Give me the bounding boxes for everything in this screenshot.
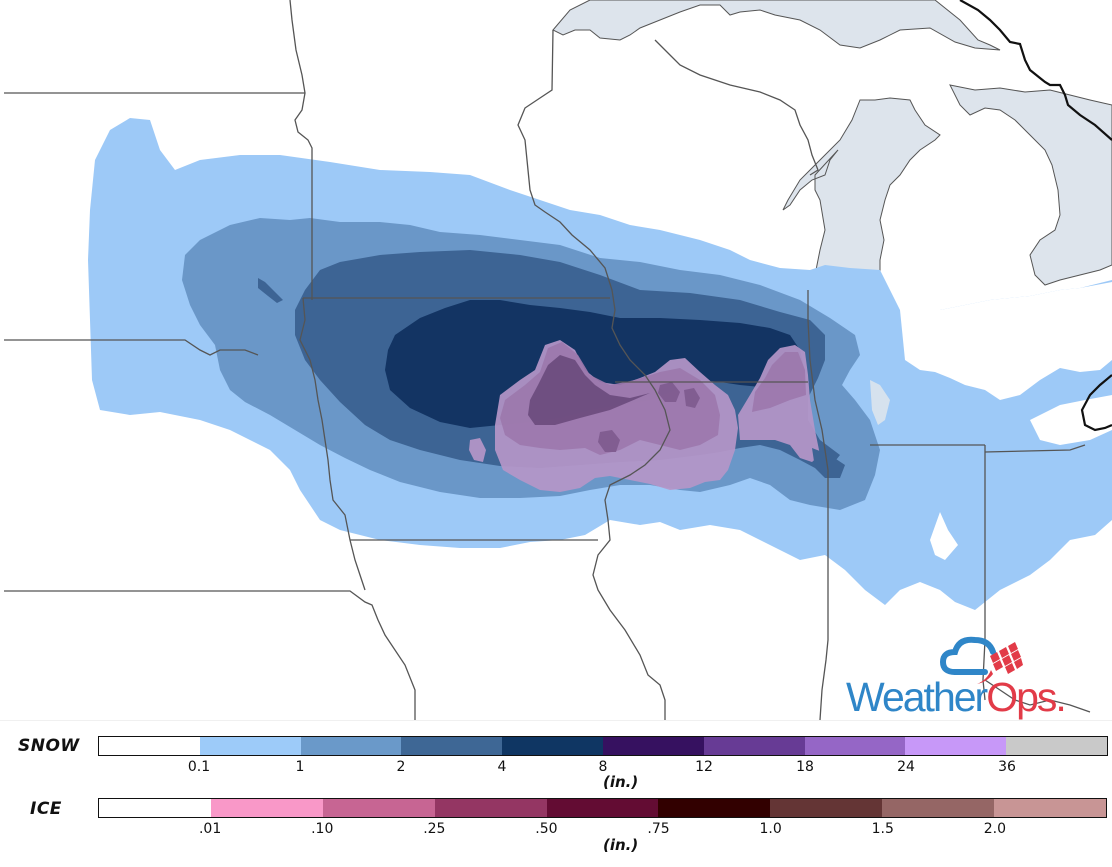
ice-tick-label: 1.5	[871, 821, 894, 837]
ice-swatch	[210, 799, 323, 817]
snow-swatch	[703, 737, 805, 755]
snow-swatch	[1006, 737, 1107, 755]
us-canada-border-east	[1080, 374, 1112, 432]
snow-contour-4	[385, 300, 805, 428]
ice-swatch	[994, 799, 1106, 817]
snow-colorbar	[98, 736, 1108, 756]
ice-tick-label: .75	[647, 821, 670, 837]
lake-huron	[949, 84, 1112, 286]
snow-swatch	[401, 737, 503, 755]
snow-tick-label: 18	[796, 759, 814, 775]
precipitation-map	[4, 0, 1112, 720]
logo-wordmark: WeatherOps.	[846, 674, 1067, 721]
snow-tick-label: 8	[598, 759, 608, 775]
ice-swatch	[882, 799, 994, 817]
snow-swatch	[199, 737, 301, 755]
snow-gap-indiana	[930, 512, 958, 560]
snow-contour-2-island	[258, 278, 283, 303]
snow-gap-east2	[1030, 395, 1112, 445]
logo-ops-text: Ops	[986, 674, 1057, 720]
ice-blob-west	[469, 438, 486, 462]
ice-swatch	[99, 799, 211, 817]
cloud-icon	[939, 636, 1023, 684]
snow-swatch	[602, 737, 704, 755]
snow-swatch	[905, 737, 1007, 755]
ice-legend-title: ICE	[30, 799, 62, 819]
snow-tick-label: 24	[897, 759, 915, 775]
snow-swatch	[804, 737, 906, 755]
snow-tick-label: 0.1	[187, 759, 211, 775]
snow-tick-label: 2	[396, 759, 406, 775]
snow-swatch	[502, 737, 603, 755]
us-canada-border	[959, 0, 1112, 141]
lake-superior	[552, 0, 1001, 51]
weatherops-logo: WeatherOps.	[840, 632, 1112, 728]
ice-tick-label: 2.0	[983, 821, 1007, 837]
ice-colorbar	[98, 798, 1107, 818]
ice-swatch	[434, 799, 547, 817]
snow-unit-label: (in.)	[603, 773, 639, 791]
legend-area: SNOW 0.1 1 2 4 8 12 18 24 36 (in.) ICE .01.10.25…	[0, 720, 1112, 867]
snow-tick-label: 4	[497, 759, 507, 775]
ice-tick-label: .50	[535, 821, 558, 837]
lake-michigan-south	[870, 380, 890, 425]
snow-contour-2-chicago	[812, 448, 845, 478]
logo-weather-text: Weather	[846, 674, 988, 720]
ice-spot-3	[684, 388, 700, 408]
ice-swatch	[770, 799, 883, 817]
ice-swatch	[546, 799, 659, 817]
ice-spot-2	[658, 382, 680, 402]
ice-tick-label: .10	[311, 821, 334, 837]
ice-tick-label: .25	[423, 821, 446, 837]
ice-spot-1	[598, 430, 620, 452]
logo-suffix-text: .	[1055, 674, 1066, 720]
ice-unit-label: (in.)	[603, 836, 639, 854]
snow-tick-label: 12	[695, 759, 713, 775]
snow-tick-label: 36	[998, 759, 1016, 775]
ice-tick-label: 1.0	[759, 821, 782, 837]
state-borders	[4, 0, 1091, 720]
ice-overlay-dark	[528, 355, 650, 425]
snow-swatch	[99, 737, 200, 755]
ice-swatch	[322, 799, 435, 817]
snow-gap-east	[900, 282, 1112, 400]
snow-legend-title: SNOW	[18, 736, 80, 756]
ice-tick-label: .01	[198, 821, 222, 837]
snow-swatch	[300, 737, 402, 755]
ice-swatch	[658, 799, 771, 817]
snow-tick-label: 1	[295, 759, 305, 775]
